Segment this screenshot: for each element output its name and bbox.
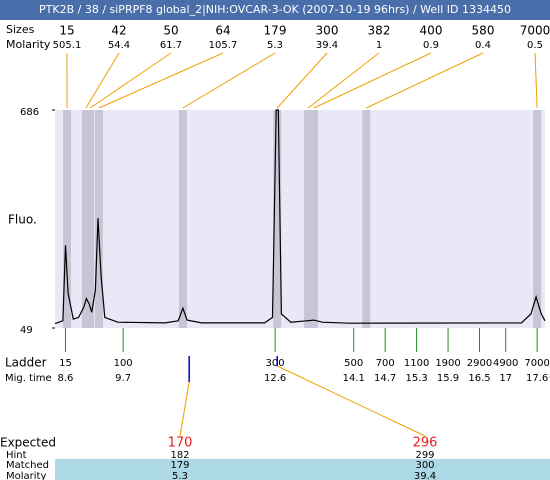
expected-hint: 299 <box>415 450 434 461</box>
y-tick-label: 49 <box>20 325 33 336</box>
peak-connector <box>276 52 328 109</box>
peak-connector <box>307 52 380 109</box>
ladder-size: 500 <box>344 358 363 369</box>
title-bar <box>0 0 550 20</box>
peak-connector <box>98 52 224 109</box>
peak-connector <box>85 52 120 109</box>
expected-row-label: Matched <box>6 460 49 471</box>
plot-area <box>55 110 545 328</box>
peak-molarity: 0.4 <box>475 40 491 51</box>
peak-band <box>362 110 371 328</box>
peak-molarity: 105.7 <box>209 40 238 51</box>
peak-band <box>63 110 72 328</box>
expected-matched: 300 <box>415 460 434 471</box>
ladder-size: 700 <box>376 358 395 369</box>
peak-size: 580 <box>472 24 495 38</box>
molarity-label: Molarity <box>6 38 51 51</box>
peak-connector <box>366 52 484 109</box>
matched-band <box>55 459 550 480</box>
peak-connector <box>313 52 432 109</box>
y-tick-label: 686 <box>20 107 39 118</box>
peak-molarity: 0.5 <box>527 40 543 51</box>
ladder-time: 15.3 <box>405 373 427 384</box>
expected-hint: 182 <box>170 450 189 461</box>
peak-band <box>309 110 318 328</box>
ladder-time: 17.6 <box>526 373 548 384</box>
peak-molarity: 61.7 <box>160 40 182 51</box>
ladder-size: 15 <box>59 358 72 369</box>
ladder-size: 7000 <box>524 358 549 369</box>
expected-molarity: 39.4 <box>414 471 436 480</box>
peak-molarity: 0.9 <box>423 40 439 51</box>
y-label: Fluo. <box>8 213 37 227</box>
ladder-time: 15.9 <box>437 373 459 384</box>
ladder-time: 14.7 <box>374 373 396 384</box>
ladder-size: 100 <box>114 358 133 369</box>
peak-band <box>95 110 104 328</box>
expected-connector <box>179 381 190 437</box>
peak-molarity: 5.3 <box>267 40 283 51</box>
ladder-time: 14.1 <box>343 373 365 384</box>
expected-matched: 179 <box>170 460 189 471</box>
peak-connector <box>534 52 538 109</box>
time-label: Mig. time <box>5 373 52 384</box>
expected-expected: 170 <box>168 436 193 451</box>
expected-row-label: Expected <box>0 436 56 450</box>
ladder-time: 12.6 <box>264 373 286 384</box>
peak-connector <box>89 52 172 109</box>
peak-band <box>304 110 313 328</box>
peak-size: 179 <box>264 24 287 38</box>
peak-band <box>86 110 95 328</box>
ladder-size: 1100 <box>404 358 429 369</box>
peak-size: 42 <box>111 24 126 38</box>
peak-connector <box>182 52 276 109</box>
ladder-time: 17 <box>499 373 512 384</box>
peak-size: 382 <box>368 24 391 38</box>
peak-size: 7000 <box>520 24 550 38</box>
peak-band <box>533 110 542 328</box>
ladder-size: 300 <box>266 358 285 369</box>
ladder-time: 8.6 <box>58 373 74 384</box>
peak-band <box>178 110 187 328</box>
peak-size: 300 <box>316 24 339 38</box>
ladder-size: 4900 <box>493 358 518 369</box>
ladder-time: 16.5 <box>468 373 490 384</box>
peak-molarity: 1 <box>376 40 382 51</box>
ladder-time: 9.7 <box>115 373 131 384</box>
sizes-label: Sizes <box>6 23 35 36</box>
peak-band <box>273 110 282 328</box>
expected-connector <box>276 365 426 437</box>
peak-band <box>81 110 90 328</box>
peak-size: 50 <box>163 24 178 38</box>
trace <box>54 109 546 325</box>
ladder-label: Ladder <box>5 356 47 370</box>
ladder-size: 2900 <box>467 358 492 369</box>
peak-size: 64 <box>215 24 230 38</box>
expected-row-label: Hint <box>6 450 27 461</box>
expected-molarity: 5.3 <box>172 471 188 480</box>
peak-size: 400 <box>420 24 443 38</box>
expected-row-label: Molarity <box>6 471 46 480</box>
peak-molarity: 39.4 <box>316 40 338 51</box>
peak-molarity: 505.1 <box>53 40 82 51</box>
title: PTK2B / 38 / siPRPF8 global_2|NIH:OVCAR-… <box>39 3 511 16</box>
peak-molarity: 54.4 <box>108 40 130 51</box>
expected-expected: 296 <box>413 436 438 451</box>
peak-size: 15 <box>59 24 74 38</box>
ladder-size: 1900 <box>435 358 460 369</box>
